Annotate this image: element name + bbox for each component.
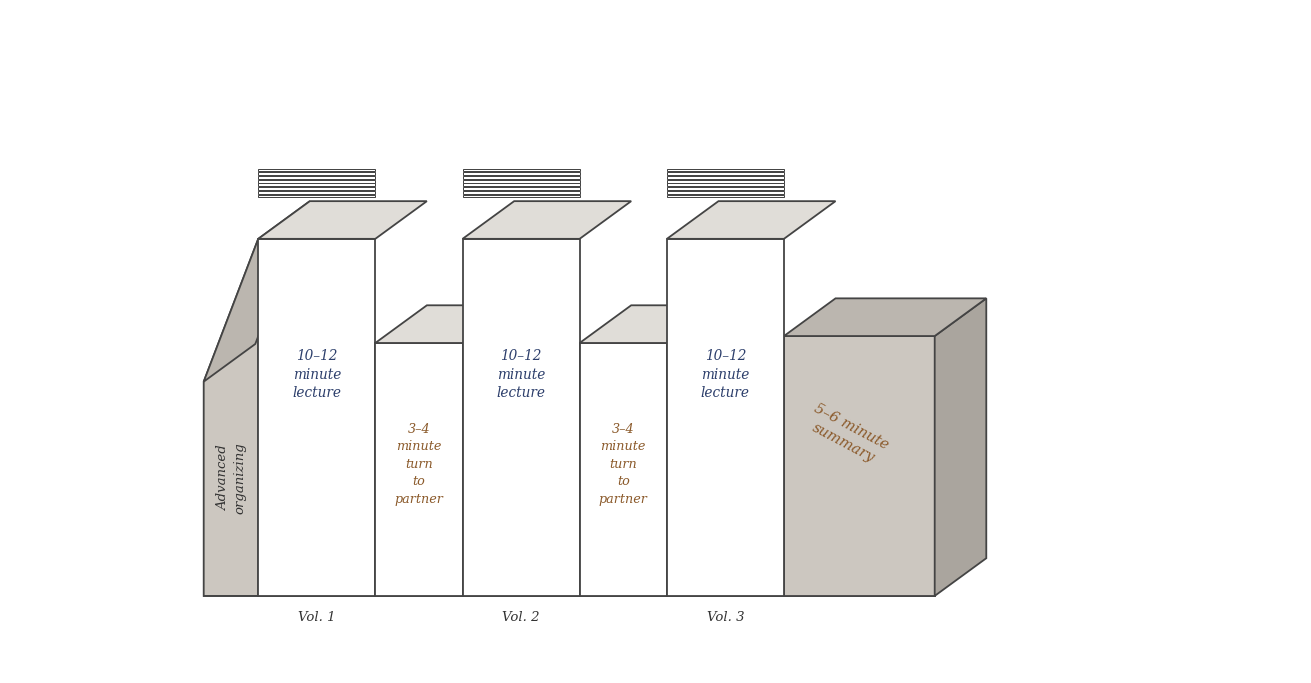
Polygon shape xyxy=(667,176,784,179)
Text: 10–12
minute
lecture: 10–12 minute lecture xyxy=(292,348,341,400)
Polygon shape xyxy=(258,169,375,171)
Text: 3–4
minute
turn
to
partner: 3–4 minute turn to partner xyxy=(395,423,443,506)
Polygon shape xyxy=(463,239,579,596)
Polygon shape xyxy=(258,184,375,186)
Polygon shape xyxy=(463,195,579,197)
Text: Advanced
organizing: Advanced organizing xyxy=(218,442,246,514)
Polygon shape xyxy=(667,239,784,596)
Polygon shape xyxy=(258,191,375,194)
Text: 5–6 minute
summary: 5–6 minute summary xyxy=(804,401,891,469)
Text: Vol. 2: Vol. 2 xyxy=(502,611,540,624)
Polygon shape xyxy=(784,336,935,596)
Polygon shape xyxy=(784,298,986,336)
Polygon shape xyxy=(463,176,579,179)
Polygon shape xyxy=(667,201,835,239)
Polygon shape xyxy=(258,201,427,239)
Polygon shape xyxy=(375,343,463,596)
Polygon shape xyxy=(667,187,784,190)
Polygon shape xyxy=(579,343,667,596)
Polygon shape xyxy=(375,305,514,343)
Polygon shape xyxy=(463,169,579,171)
Polygon shape xyxy=(258,195,375,197)
Polygon shape xyxy=(203,201,309,382)
Polygon shape xyxy=(258,176,375,179)
Text: Vol. 1: Vol. 1 xyxy=(298,611,336,624)
Polygon shape xyxy=(667,195,784,197)
Polygon shape xyxy=(463,184,579,186)
Polygon shape xyxy=(667,172,784,175)
Polygon shape xyxy=(258,172,375,175)
Text: 3–4
minute
turn
to
partner: 3–4 minute turn to partner xyxy=(599,423,648,506)
Polygon shape xyxy=(258,180,375,182)
Polygon shape xyxy=(203,239,258,596)
Polygon shape xyxy=(463,187,579,190)
Polygon shape xyxy=(463,172,579,175)
Text: 10–12
minute
lecture: 10–12 minute lecture xyxy=(701,348,750,400)
Polygon shape xyxy=(463,191,579,194)
Text: 10–12
minute
lecture: 10–12 minute lecture xyxy=(497,348,545,400)
Polygon shape xyxy=(667,169,784,171)
Polygon shape xyxy=(935,298,986,596)
Text: Vol. 3: Vol. 3 xyxy=(707,611,745,624)
Polygon shape xyxy=(258,239,375,596)
Polygon shape xyxy=(667,180,784,182)
Polygon shape xyxy=(667,191,784,194)
Polygon shape xyxy=(463,201,631,239)
Polygon shape xyxy=(463,180,579,182)
Polygon shape xyxy=(667,184,784,186)
Polygon shape xyxy=(258,187,375,190)
Polygon shape xyxy=(579,305,718,343)
